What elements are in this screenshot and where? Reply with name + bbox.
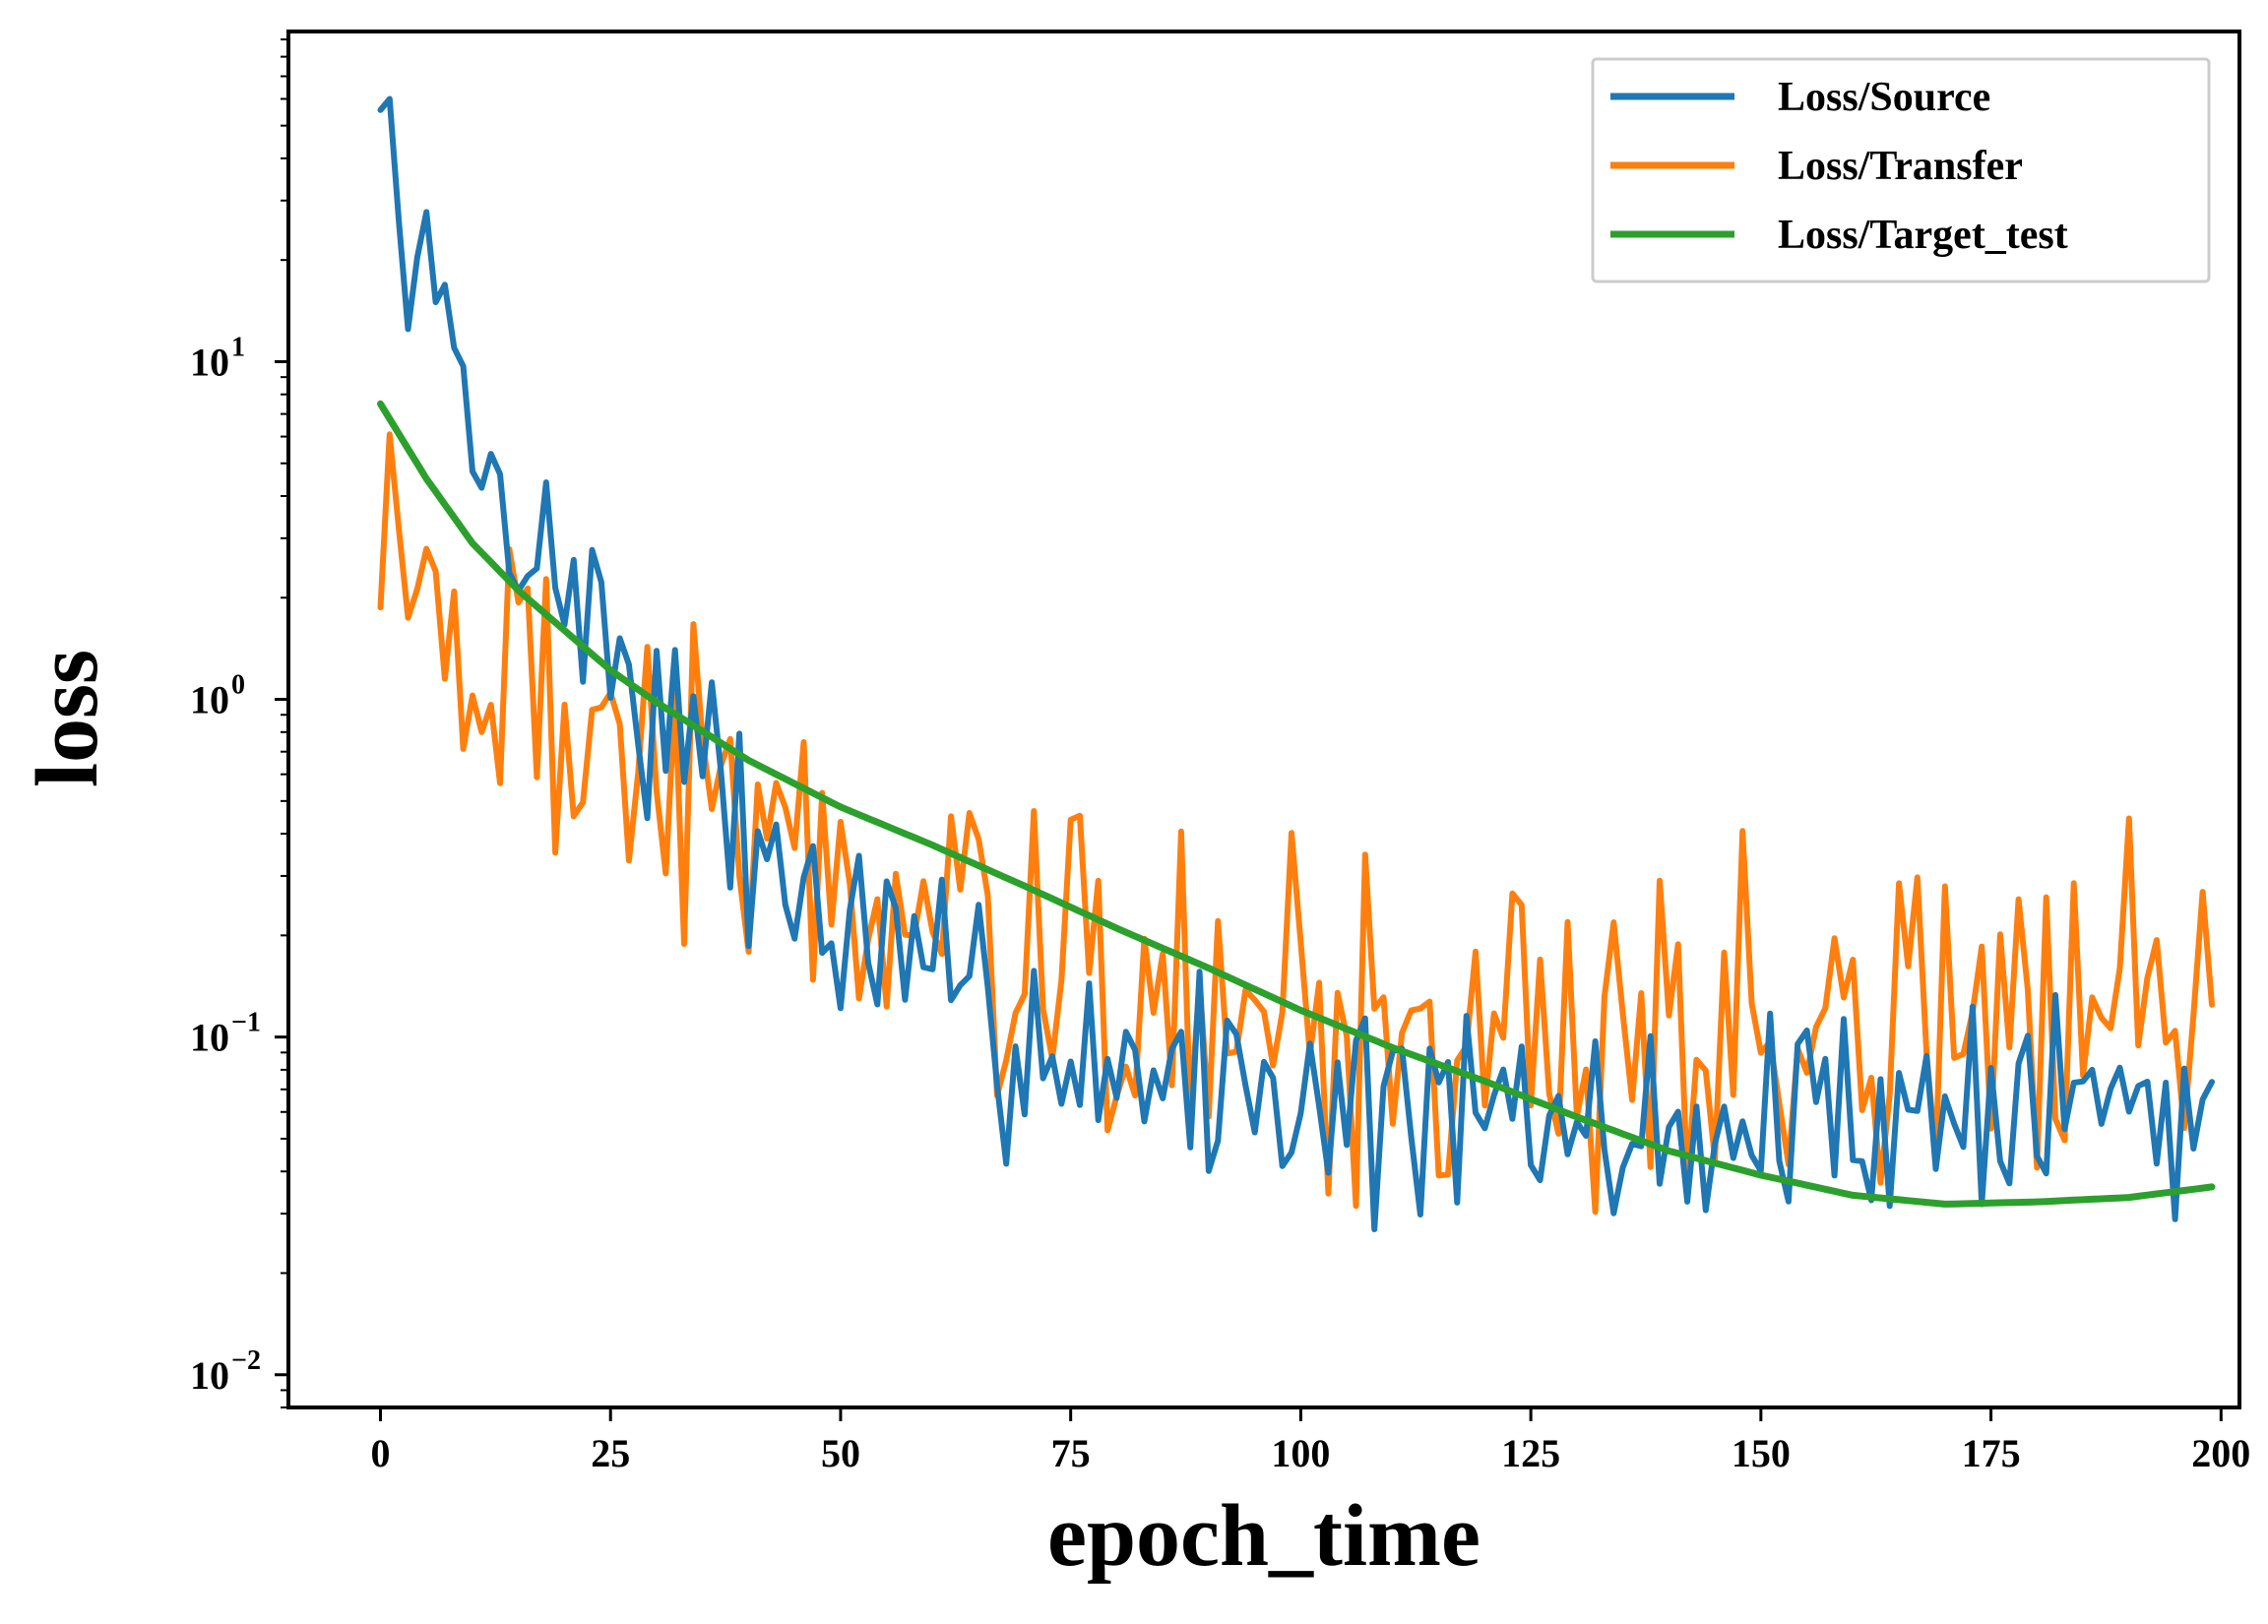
y-tick-exponent: 0 <box>231 670 245 701</box>
x-tick-label: 0 <box>370 1431 390 1475</box>
y-tick-base: 10 <box>190 678 229 722</box>
y-tick-exponent: 1 <box>231 332 245 362</box>
x-tick-label: 50 <box>821 1431 860 1475</box>
y-axis-title: loss <box>19 650 116 787</box>
legend-box <box>1591 57 2211 283</box>
x-tick-label: 25 <box>591 1431 630 1475</box>
legend: Loss/Source Loss/Transfer Loss/Target_test <box>1591 57 2211 283</box>
x-tick-label: 150 <box>1732 1431 1791 1475</box>
y-tick-base: 10 <box>190 1353 229 1398</box>
legend-label: Loss/Source <box>1778 75 1990 120</box>
y-tick-label: 10 <box>190 678 229 722</box>
x-tick-label: 100 <box>1271 1431 1330 1475</box>
y-tick-label: 10 <box>190 1016 229 1060</box>
series-line-loss-source <box>377 95 2215 1232</box>
series-line-loss-transfer <box>377 431 2215 1216</box>
y-tick-label: 10 <box>190 1353 229 1398</box>
y-tick-exponent: −1 <box>231 1008 261 1038</box>
series-lines <box>377 95 2216 1232</box>
x-tick-label: 200 <box>2191 1431 2250 1475</box>
x-tick-label: 75 <box>1051 1431 1091 1475</box>
x-axis-title: epoch_time <box>1047 1487 1480 1585</box>
legend-label: Loss/Transfer <box>1778 144 2023 189</box>
series-line-loss-target-test <box>377 400 2216 1208</box>
legend-label: Loss/Target_test <box>1778 213 2068 258</box>
y-tick-label: 10 <box>190 340 229 384</box>
x-tick-label: 125 <box>1501 1431 1560 1475</box>
y-tick-exponent: −2 <box>231 1345 261 1376</box>
x-tick-label: 175 <box>1962 1431 2021 1475</box>
plot-frame <box>286 30 2241 1409</box>
y-tick-base: 10 <box>190 1016 229 1060</box>
y-tick-base: 10 <box>190 340 229 384</box>
